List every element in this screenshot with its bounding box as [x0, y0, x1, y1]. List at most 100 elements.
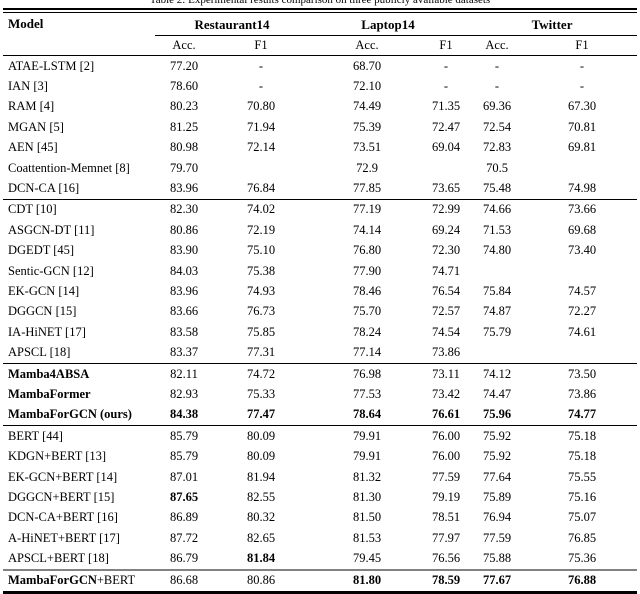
value-cell: 69.81	[567, 140, 597, 155]
value-cell: 75.79	[482, 324, 512, 339]
value-cell: 77.67	[482, 573, 512, 588]
model-cell: IAN [3]	[8, 79, 48, 94]
model-cell: MGAN [5]	[8, 119, 64, 134]
value-cell: 77.19	[352, 202, 382, 217]
col-header-twitter-acc: Acc.	[467, 35, 528, 56]
value-cell: 69.04	[431, 140, 461, 155]
value-cell: 74.02	[246, 202, 276, 217]
value-cell	[467, 342, 527, 363]
table-section: Mamba4ABSA 82.11 74.72 76.98 73.11 74.12 73.50…	[3, 363, 638, 425]
value-cell: 77.64	[482, 469, 512, 484]
value-cell: 79.19	[431, 489, 461, 504]
value-cell: 76.00	[431, 449, 461, 464]
value-cell: 76.88	[567, 573, 597, 588]
table-row: ATAE-LSTM [2] 77.20 - 68.70 - - -	[3, 56, 637, 77]
value-cell: 82.93	[169, 386, 199, 401]
value-cell: 78.59	[431, 573, 461, 588]
group-header-row: Model Restaurant14 Laptop14 Twitter	[3, 13, 638, 56]
value-cell: 75.88	[482, 551, 512, 566]
value-cell: 81.50	[352, 510, 382, 525]
value-cell: 74.93	[246, 283, 276, 298]
value-cell	[213, 158, 309, 178]
model-cell: APSCL [18]	[8, 345, 71, 360]
table-row: EK-GCN+BERT [14] 87.01 81.94 81.32 77.59 77.6…	[3, 467, 637, 487]
value-cell: 75.84	[482, 283, 512, 298]
value-cell: 75.38	[246, 263, 276, 278]
model-cell: Mamba4ABSA	[8, 366, 90, 381]
value-cell: 81.84	[246, 551, 276, 566]
value-cell: 72.47	[431, 119, 461, 134]
value-cell: 76.61	[431, 407, 461, 422]
value-cell: 77.85	[352, 181, 382, 196]
value-cell: 73.40	[567, 243, 597, 258]
value-cell: 76.84	[246, 181, 276, 196]
table-row: Sentic-GCN [12] 84.03 75.38 77.90 74.71	[3, 261, 637, 281]
table-row: IA-HiNET [17] 83.58 75.85 78.24 74.54 75.79 74…	[3, 322, 637, 342]
value-cell: 78.51	[431, 510, 461, 525]
value-cell: -	[494, 58, 500, 73]
top-double-rule	[3, 8, 637, 13]
value-cell: 72.27	[567, 304, 597, 319]
table-row: DGGCN+BERT [15] 87.65 82.55 81.30 79.19 75.89…	[3, 487, 637, 507]
value-cell: 77.59	[482, 530, 512, 545]
value-cell	[527, 158, 637, 178]
model-cell: BERT [44]	[8, 428, 63, 443]
value-cell: 74.98	[567, 181, 597, 196]
value-cell: 83.37	[169, 345, 199, 360]
value-cell: 71.35	[431, 99, 461, 114]
value-cell: 73.11	[432, 366, 460, 381]
value-cell: 75.55	[567, 469, 597, 484]
col-header-twitter-f1: F1	[527, 35, 638, 56]
value-cell: 72.14	[246, 140, 276, 155]
table-row: APSCL [18] 83.37 77.31 77.14 73.86	[3, 342, 637, 363]
value-cell: 80.86	[169, 222, 199, 237]
value-cell: 81.53	[352, 530, 382, 545]
value-cell: 82.65	[246, 530, 276, 545]
value-cell: 74.71	[431, 263, 461, 278]
value-cell: 75.18	[567, 449, 597, 464]
value-cell: 85.79	[169, 449, 199, 464]
value-cell: 69.24	[431, 222, 461, 237]
sub-header-row: Acc. F1 Acc. F1 Acc. F1	[3, 35, 638, 56]
table-row: Mamba4ABSA 82.11 74.72 76.98 73.11 74.12 73.50	[3, 363, 637, 384]
table-row: DGEDT [45] 83.90 75.10 76.80 72.30 74.80 73.40	[3, 241, 637, 261]
table-row: DCN-CA [16] 83.96 76.84 77.85 73.65 75.48 74.9…	[3, 178, 637, 199]
table-section: BERT [44] 85.79 80.09 79.91 76.00 75.92 75.18 K…	[3, 425, 638, 570]
group-header-twitter: Twitter	[467, 13, 638, 36]
value-cell: 72.54	[482, 119, 512, 134]
group-header-restaurant14: Restaurant14	[155, 13, 310, 36]
table-row: KDGN+BERT [13] 85.79 80.09 79.91 76.00 75.92 7…	[3, 446, 637, 466]
value-cell: 73.86	[567, 386, 597, 401]
model-cell: IA-HiNET [17]	[8, 324, 86, 339]
value-cell: 75.92	[482, 428, 512, 443]
value-cell: -	[443, 58, 449, 73]
model-cell: DGGCN+BERT [15]	[8, 489, 115, 504]
value-cell: 76.00	[431, 428, 461, 443]
value-cell: 74.87	[482, 304, 512, 319]
value-cell: 80.98	[169, 140, 199, 155]
value-cell: 79.45	[352, 551, 382, 566]
value-cell: 81.80	[352, 573, 382, 588]
value-cell: 77.90	[352, 263, 382, 278]
value-cell: 71.53	[482, 222, 512, 237]
value-cell: 73.42	[431, 386, 461, 401]
value-cell: 83.96	[169, 283, 199, 298]
value-cell: 76.56	[431, 551, 461, 566]
model-cell: MambaForGCN (ours)	[8, 407, 132, 422]
value-cell: 80.23	[169, 99, 199, 114]
model-cell: APSCL+BERT [18]	[8, 551, 109, 566]
value-cell: 78.64	[352, 407, 382, 422]
value-cell: 76.54	[431, 283, 461, 298]
value-cell: 74.12	[482, 366, 512, 381]
model-cell: Coattention-Memnet [8]	[8, 160, 130, 175]
value-cell: 75.96	[482, 407, 512, 422]
table-row: IAN [3] 78.60 - 72.10 - - -	[3, 76, 637, 96]
model-cell: ATAE-LSTM [2]	[8, 58, 95, 73]
value-cell: 80.09	[246, 449, 276, 464]
value-cell: 74.47	[482, 386, 512, 401]
value-cell: 87.72	[169, 530, 199, 545]
value-cell: 74.54	[431, 324, 461, 339]
value-cell: 80.86	[246, 573, 276, 588]
table-row: ASGCN-DT [11] 80.86 72.19 74.14 69.24 71.53 69…	[3, 220, 637, 240]
table-row: EK-GCN [14] 83.96 74.93 78.46 76.54 75.84 74.5…	[3, 281, 637, 301]
